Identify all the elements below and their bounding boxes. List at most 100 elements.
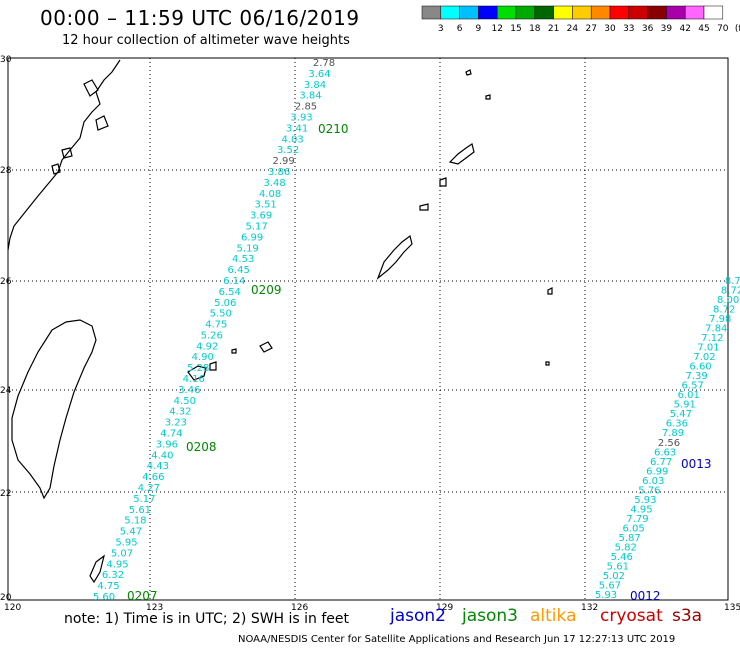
latitude-label: 30	[0, 55, 12, 65]
altimeter-tracks: 2.783.643.843.842.853.933.414.033.522.99…	[93, 58, 740, 603]
wave-height-value: 5.47	[120, 527, 142, 538]
wave-height-value: 2.56	[658, 438, 680, 449]
pass-id-label: 0013	[681, 457, 712, 471]
wave-height-value: 5.18	[124, 516, 146, 527]
wave-height-value: 5.93	[634, 495, 656, 506]
longitude-label: 120	[4, 603, 21, 613]
yaeyama-islands	[187, 361, 217, 381]
wave-height-value: 6.05	[622, 523, 644, 534]
legend-label: 36	[642, 24, 654, 34]
map-frame	[7, 57, 729, 601]
longitude-label: 135	[724, 603, 740, 613]
wave-height-value: 7.02	[693, 352, 715, 363]
china-islands	[51, 79, 109, 175]
legend-label: 70	[717, 24, 729, 34]
wave-height-value: 8.00	[717, 295, 739, 306]
wave-height-value: 4.92	[196, 341, 218, 352]
legend-swatch	[496, 5, 517, 20]
legend-swatch	[440, 5, 460, 20]
wave-height-value: 3.46	[178, 385, 200, 396]
wave-height-value: 4.27	[138, 483, 160, 494]
wave-height-value: 5.61	[129, 505, 151, 516]
wave-height-value: 4.66	[142, 472, 164, 483]
wave-height-value: 5.46	[611, 552, 633, 563]
latitude-label: 20	[0, 593, 12, 603]
pass-id-label: 0208	[186, 440, 217, 454]
miyako-islands	[231, 341, 273, 354]
wave-height-value: 4.03	[281, 134, 303, 145]
wave-height-value: 5.47	[670, 409, 692, 420]
wave-height-value: 6.99	[241, 232, 263, 243]
legend-swatch	[515, 5, 536, 20]
longitude-label: 123	[146, 603, 163, 613]
pass-id-label: 0209	[251, 283, 282, 297]
wave-height-value: 5.61	[607, 561, 629, 572]
legend-swatch	[534, 5, 554, 20]
wave-height-value: 5.60	[93, 592, 115, 603]
wave-height-value: 6.45	[228, 265, 250, 276]
small-islands	[89, 287, 553, 584]
legend-swatch	[459, 5, 479, 20]
wave-height-value: 5.02	[603, 571, 625, 582]
wave-height-value: 5.26	[201, 330, 223, 341]
wave-height-value: 6.60	[689, 362, 711, 373]
satellite-cryosat: cryosat	[600, 606, 663, 626]
wave-height-value: 8.72	[721, 286, 740, 297]
wave-height-value: 5.50	[210, 309, 232, 320]
wave-height-value: 3.84	[304, 80, 326, 91]
wave-height-value: 3.51	[254, 200, 276, 211]
pass-id-label: 0210	[318, 122, 349, 136]
wave-height-value: 3.23	[165, 418, 187, 429]
latitude-label: 22	[0, 489, 11, 499]
wave-height-value: 6.01	[678, 390, 700, 401]
wave-height-value: 5.95	[115, 538, 137, 549]
legend-label: 12	[491, 24, 502, 34]
coastlines	[7, 59, 553, 584]
wave-height-value: 6.54	[219, 287, 241, 298]
wave-height-value: 6.57	[682, 381, 704, 392]
pass-id-label: 0207	[127, 589, 158, 603]
taiwan-outline	[11, 319, 97, 500]
wave-height-value: 4.95	[630, 504, 652, 515]
wave-height-value: 7.89	[662, 428, 684, 439]
legend-label: 6	[457, 24, 463, 34]
satellite-s3a: s3a	[672, 606, 703, 626]
wave-height-value: 7.84	[705, 324, 727, 335]
wave-height-value: 3.84	[299, 91, 321, 102]
legend-label: 18	[529, 24, 541, 34]
wave-height-value: 7.79	[626, 514, 648, 525]
wave-height-value: 4.95	[106, 559, 128, 570]
wave-height-value: 7.12	[701, 333, 723, 344]
wave-height-value: 3.64	[308, 69, 330, 80]
wave-height-value: 8.72	[713, 305, 735, 316]
wave-height-value: 6.14	[223, 276, 245, 287]
wave-height-value: 6.63	[654, 447, 676, 458]
longitude-label: 126	[291, 603, 308, 613]
legend-label: 45	[698, 24, 709, 34]
wave-height-value: 6.36	[666, 419, 688, 430]
legend-swatch	[684, 5, 705, 20]
map-title: 00:00 – 11:59 UTC 06/16/2019	[40, 6, 360, 30]
wave-height-value: 4.75	[205, 320, 227, 331]
wave-height-value: 5.07	[111, 548, 133, 559]
wave-height-value: 2.99	[272, 156, 294, 167]
wave-height-value: 4.08	[259, 189, 281, 200]
satellite-jason2: jason2	[390, 606, 446, 626]
legend-swatch	[478, 5, 498, 20]
legend-swatch	[628, 5, 648, 20]
wave-height-value: 7.39	[685, 371, 707, 382]
wave-height-value: 4.16	[183, 374, 205, 385]
wave-height-value: 4.50	[174, 396, 196, 407]
legend-swatch	[590, 5, 611, 20]
pass-id-label: 0012	[630, 589, 661, 603]
legend-swatch	[553, 5, 573, 20]
map-subtitle: 12 hour collection of altimeter wave hei…	[62, 33, 350, 48]
legend-label: 39	[661, 24, 673, 34]
satellite-jason3: jason3	[462, 606, 518, 626]
legend-label: 42	[679, 24, 690, 34]
wave-height-value: 3.93	[290, 112, 312, 123]
legend-label: (ft)	[735, 24, 740, 34]
wave-height-value: 4.53	[232, 254, 254, 265]
wave-height-value: 5.28	[187, 363, 209, 374]
satellite-altika: altika	[530, 606, 577, 626]
